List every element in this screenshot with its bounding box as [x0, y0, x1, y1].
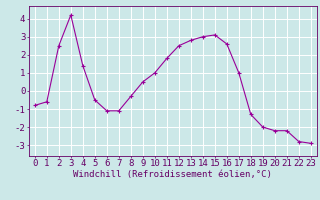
X-axis label: Windchill (Refroidissement éolien,°C): Windchill (Refroidissement éolien,°C) [73, 170, 272, 179]
